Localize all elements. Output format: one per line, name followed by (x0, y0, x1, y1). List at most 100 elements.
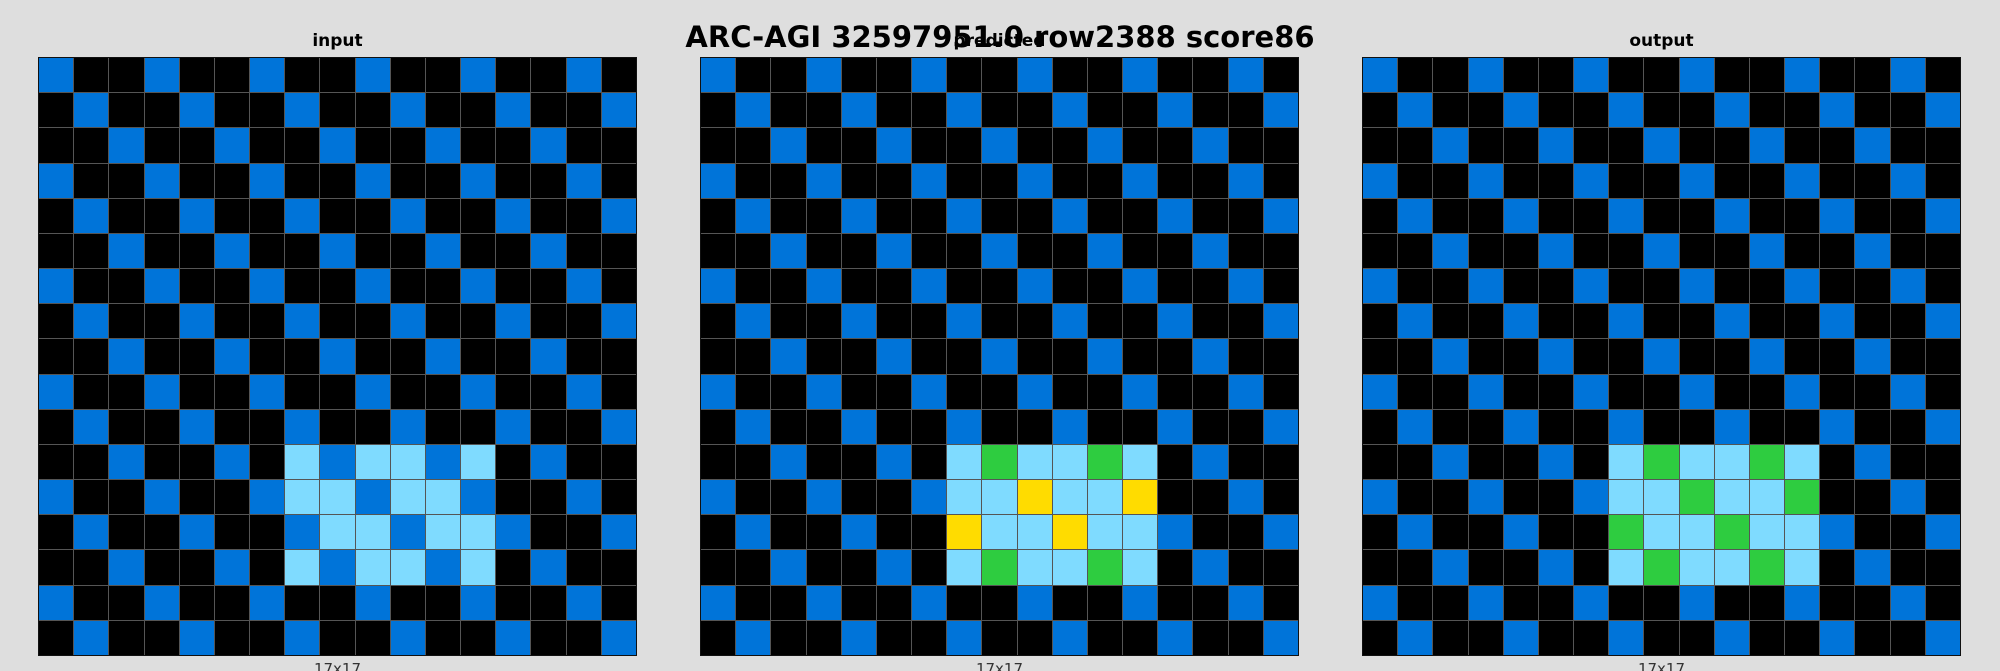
output-cell (1855, 444, 1890, 480)
input-cell (496, 339, 531, 374)
predicted-cell (1017, 480, 1052, 515)
input-cell (285, 304, 320, 339)
predicted-cell (806, 304, 841, 339)
input-cell (425, 339, 461, 374)
input-cell (496, 58, 531, 93)
predicted-cell (1158, 198, 1193, 233)
input-cell (250, 128, 285, 163)
predicted-cell (1017, 58, 1052, 93)
input-cell (214, 58, 250, 93)
output-cell (1468, 163, 1503, 198)
predicted-cell (912, 444, 947, 480)
input-cell (39, 128, 74, 163)
input-cell (320, 585, 355, 620)
predicted-cell (1228, 444, 1263, 480)
output-cell (1574, 304, 1609, 339)
output-cell (1538, 550, 1574, 585)
predicted-cell (982, 93, 1017, 128)
output-cell (1644, 585, 1679, 620)
predicted-cell (771, 269, 806, 304)
output-cell (1679, 374, 1714, 409)
predicted-cell (876, 515, 912, 550)
input-cell (531, 550, 566, 585)
predicted-cell (806, 620, 841, 655)
predicted-cell (701, 515, 736, 550)
input-cell (109, 198, 144, 233)
output-cell (1574, 550, 1609, 585)
output-cell (1679, 269, 1714, 304)
predicted-cell (982, 163, 1017, 198)
output-cell (1890, 198, 1925, 233)
predicted-cell (1123, 58, 1158, 93)
input-cell (320, 58, 355, 93)
predicted-cell (1158, 374, 1193, 409)
input-cell (566, 93, 601, 128)
predicted-cell (1263, 480, 1298, 515)
input-cell (496, 515, 531, 550)
predicted-cell (947, 198, 982, 233)
input-cell (144, 585, 179, 620)
predicted-cell (912, 585, 947, 620)
input-cell (250, 480, 285, 515)
output-cell (1820, 585, 1855, 620)
predicted-cell (1263, 163, 1298, 198)
predicted-cell (1158, 269, 1193, 304)
input-cell (531, 93, 566, 128)
output-cell (1538, 480, 1574, 515)
predicted-cell (1017, 198, 1052, 233)
input-cell (39, 339, 74, 374)
predicted-cell (1193, 93, 1228, 128)
predicted-cell (1052, 550, 1087, 585)
input-cell (144, 620, 179, 655)
predicted-cell (1228, 515, 1263, 550)
input-cell (425, 585, 461, 620)
input-cell (531, 374, 566, 409)
output-cell (1855, 233, 1890, 269)
input-cell (496, 620, 531, 655)
predicted-cell (1263, 550, 1298, 585)
input-cell (39, 550, 74, 585)
predicted-cell (1123, 444, 1158, 480)
predicted-cell (947, 233, 982, 269)
input-cell (531, 620, 566, 655)
output-cell (1503, 163, 1538, 198)
input-cell (355, 480, 390, 515)
output-title: output (1629, 31, 1694, 51)
output-cell (1855, 93, 1890, 128)
input-cell (109, 233, 144, 269)
input-cell (179, 163, 214, 198)
predicted-cell (701, 128, 736, 163)
predicted-cell (701, 374, 736, 409)
predicted-cell (1228, 480, 1263, 515)
input-cell (109, 585, 144, 620)
input-cell (179, 58, 214, 93)
predicted-cell (736, 585, 771, 620)
output-cell (1468, 409, 1503, 444)
predicted-cell (806, 128, 841, 163)
predicted-cell (841, 198, 876, 233)
predicted-cell (1017, 304, 1052, 339)
output-cell (1820, 550, 1855, 585)
input-cell (320, 163, 355, 198)
output-cell (1714, 444, 1749, 480)
input-cell (496, 480, 531, 515)
predicted-cell (876, 585, 912, 620)
predicted-cell (1087, 444, 1123, 480)
output-cell (1749, 93, 1785, 128)
input-cell (461, 444, 496, 480)
predicted-cell (1087, 339, 1123, 374)
predicted-cell (876, 550, 912, 585)
predicted-size-label: 17x17 (975, 660, 1024, 671)
predicted-cell (982, 233, 1017, 269)
predicted-cell (701, 620, 736, 655)
predicted-cell (1193, 163, 1228, 198)
input-cell (390, 339, 425, 374)
output-cell (1644, 269, 1679, 304)
input-cell (496, 409, 531, 444)
output-cell (1820, 198, 1855, 233)
predicted-cell (1263, 269, 1298, 304)
predicted-cell (947, 374, 982, 409)
output-cell (1363, 515, 1398, 550)
predicted-cell (1193, 58, 1228, 93)
input-cell (250, 444, 285, 480)
